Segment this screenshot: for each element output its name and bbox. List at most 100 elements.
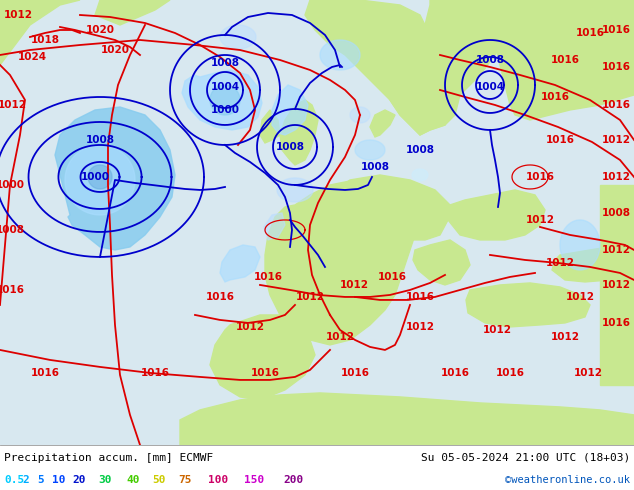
Polygon shape bbox=[65, 145, 135, 215]
Text: 40: 40 bbox=[126, 475, 139, 485]
Text: 1016: 1016 bbox=[526, 172, 555, 182]
Text: 1016: 1016 bbox=[30, 368, 60, 378]
Polygon shape bbox=[320, 40, 360, 70]
Text: 1016: 1016 bbox=[602, 100, 630, 110]
Polygon shape bbox=[412, 169, 428, 181]
Polygon shape bbox=[338, 175, 450, 240]
Text: 1008: 1008 bbox=[361, 162, 389, 172]
Polygon shape bbox=[95, 0, 170, 25]
Polygon shape bbox=[55, 107, 175, 250]
Text: 1008: 1008 bbox=[86, 135, 115, 145]
Text: 1012: 1012 bbox=[235, 322, 264, 332]
Polygon shape bbox=[370, 110, 395, 137]
Text: Precipitation accum. [mm] ECMWF: Precipitation accum. [mm] ECMWF bbox=[4, 453, 213, 463]
Text: 1016: 1016 bbox=[602, 62, 630, 72]
Polygon shape bbox=[413, 240, 470, 285]
Text: 5: 5 bbox=[37, 475, 44, 485]
Text: 1016: 1016 bbox=[602, 318, 630, 328]
Text: 1012: 1012 bbox=[602, 245, 630, 255]
Text: 1004: 1004 bbox=[210, 82, 240, 92]
Polygon shape bbox=[210, 85, 240, 115]
Text: 2: 2 bbox=[22, 475, 29, 485]
Text: 1008: 1008 bbox=[406, 145, 434, 155]
Text: ©weatheronline.co.uk: ©weatheronline.co.uk bbox=[505, 475, 630, 485]
Polygon shape bbox=[495, 0, 634, 120]
Text: 30: 30 bbox=[98, 475, 112, 485]
Polygon shape bbox=[88, 165, 112, 189]
Text: 1008: 1008 bbox=[0, 225, 25, 235]
Text: 1000: 1000 bbox=[210, 105, 240, 115]
Text: 1012: 1012 bbox=[526, 215, 555, 225]
Text: 1012: 1012 bbox=[545, 258, 574, 268]
Text: 1012: 1012 bbox=[339, 280, 368, 290]
Polygon shape bbox=[264, 213, 285, 240]
Text: 100: 100 bbox=[208, 475, 228, 485]
Polygon shape bbox=[180, 393, 634, 445]
Text: 50: 50 bbox=[152, 475, 165, 485]
Text: 1000: 1000 bbox=[0, 180, 25, 190]
Text: 1012: 1012 bbox=[566, 292, 595, 302]
Polygon shape bbox=[182, 70, 262, 130]
Text: 1016: 1016 bbox=[576, 28, 604, 38]
Text: 1016: 1016 bbox=[545, 135, 574, 145]
Polygon shape bbox=[372, 225, 405, 280]
Text: 1016: 1016 bbox=[406, 292, 434, 302]
Text: 20: 20 bbox=[72, 475, 86, 485]
Polygon shape bbox=[380, 0, 510, 135]
Polygon shape bbox=[277, 178, 313, 202]
Text: 1012: 1012 bbox=[550, 332, 579, 342]
Text: 1004: 1004 bbox=[476, 82, 505, 92]
Text: 1016: 1016 bbox=[550, 55, 579, 65]
Text: 1020: 1020 bbox=[101, 45, 129, 55]
Text: 1008: 1008 bbox=[476, 55, 505, 65]
Text: 1000: 1000 bbox=[81, 172, 110, 182]
Bar bbox=[600, 185, 634, 385]
Text: 1016: 1016 bbox=[340, 368, 370, 378]
Text: 0.5: 0.5 bbox=[4, 475, 24, 485]
Text: 1016: 1016 bbox=[0, 285, 25, 295]
Polygon shape bbox=[280, 100, 318, 165]
Text: 1016: 1016 bbox=[254, 272, 283, 282]
Text: 1012: 1012 bbox=[295, 292, 325, 302]
Text: 75: 75 bbox=[178, 475, 191, 485]
Polygon shape bbox=[305, 0, 460, 135]
Text: 200: 200 bbox=[283, 475, 303, 485]
Text: 1016: 1016 bbox=[441, 368, 470, 378]
Text: 1012: 1012 bbox=[4, 10, 32, 20]
Text: 1016: 1016 bbox=[205, 292, 235, 302]
Text: 10: 10 bbox=[52, 475, 65, 485]
Polygon shape bbox=[210, 315, 315, 400]
Polygon shape bbox=[265, 180, 420, 345]
Polygon shape bbox=[560, 220, 600, 270]
Text: 1016: 1016 bbox=[250, 368, 280, 378]
Text: 1008: 1008 bbox=[276, 142, 304, 152]
Text: 1012: 1012 bbox=[0, 100, 27, 110]
Text: 1008: 1008 bbox=[210, 58, 240, 68]
Text: 1024: 1024 bbox=[18, 52, 46, 62]
Text: 1020: 1020 bbox=[86, 25, 115, 35]
Text: 1012: 1012 bbox=[406, 322, 434, 332]
Polygon shape bbox=[466, 283, 590, 327]
Text: 1012: 1012 bbox=[602, 135, 630, 145]
Polygon shape bbox=[260, 110, 280, 143]
Polygon shape bbox=[552, 245, 634, 282]
Text: 1016: 1016 bbox=[602, 25, 630, 35]
Text: Su 05-05-2024 21:00 UTC (18+03): Su 05-05-2024 21:00 UTC (18+03) bbox=[421, 453, 630, 463]
Polygon shape bbox=[0, 0, 80, 65]
Text: 1012: 1012 bbox=[482, 325, 512, 335]
Text: 1016: 1016 bbox=[496, 368, 524, 378]
Polygon shape bbox=[355, 140, 385, 160]
Text: 1012: 1012 bbox=[574, 368, 602, 378]
Polygon shape bbox=[220, 25, 256, 49]
Text: 1016: 1016 bbox=[377, 272, 406, 282]
Text: 150: 150 bbox=[244, 475, 264, 485]
Polygon shape bbox=[272, 85, 308, 135]
Polygon shape bbox=[220, 245, 260, 282]
Polygon shape bbox=[448, 190, 545, 240]
Text: 1018: 1018 bbox=[30, 35, 60, 45]
Text: 1012: 1012 bbox=[602, 172, 630, 182]
Text: 1012: 1012 bbox=[602, 280, 630, 290]
Text: 1008: 1008 bbox=[602, 208, 630, 218]
Text: 1016: 1016 bbox=[141, 368, 169, 378]
Text: 1012: 1012 bbox=[325, 332, 354, 342]
